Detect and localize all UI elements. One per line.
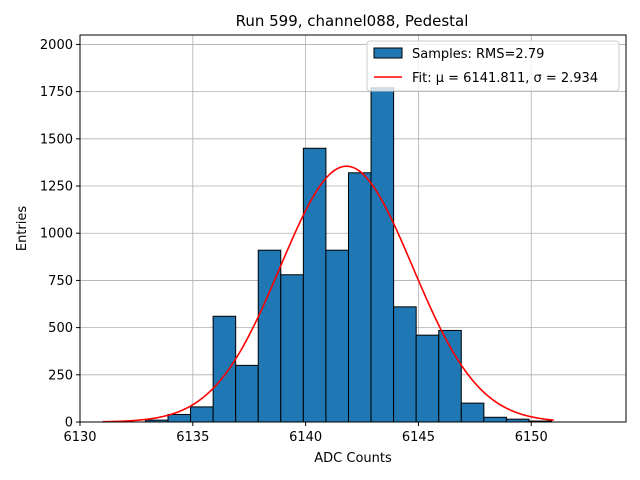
x-tick-label: 6140 xyxy=(289,430,322,445)
histogram-bar xyxy=(483,416,507,423)
histogram-bar xyxy=(438,329,462,423)
x-tick-label: 6135 xyxy=(176,430,209,445)
histogram-bar xyxy=(190,406,214,423)
y-tick-label: 500 xyxy=(48,321,73,336)
y-axis-label: Entries xyxy=(15,206,30,252)
y-tick-label: 1500 xyxy=(40,132,73,147)
chart-title: Run 599, channel088, Pedestal xyxy=(236,12,469,30)
fit-curve xyxy=(102,165,554,423)
histogram-bar xyxy=(235,364,259,423)
y-tick-label: 0 xyxy=(65,416,73,431)
y-tick-label: 1000 xyxy=(40,227,73,242)
y-tick-label: 750 xyxy=(48,274,73,289)
legend-histogram-label: Samples: RMS=2.79 xyxy=(412,47,544,62)
histogram-bar xyxy=(167,413,192,423)
histogram-bars xyxy=(144,87,553,423)
y-tick-label: 250 xyxy=(48,368,73,383)
legend-histogram-swatch xyxy=(373,47,403,59)
histogram-bar xyxy=(460,402,485,423)
y-axis-ticks: 0 250 500 750 1000 1250 1500 1750 2000 xyxy=(40,38,80,431)
axes-frame xyxy=(79,34,627,423)
x-tick-label: 6145 xyxy=(402,430,435,445)
y-tick-label: 1250 xyxy=(40,180,73,195)
y-tick-label: 1750 xyxy=(40,85,73,100)
histogram-bar xyxy=(212,315,237,423)
legend-box xyxy=(366,40,620,92)
y-tick-label: 2000 xyxy=(40,38,73,53)
x-axis-label: ADC Counts xyxy=(314,451,392,466)
histogram-bar xyxy=(347,172,372,423)
histogram-bar xyxy=(302,147,327,423)
x-axis-ticks: 6130 6135 6140 6145 6150 xyxy=(63,422,548,445)
histogram-bar xyxy=(257,249,282,423)
legend: Samples: RMS=2.79 Fit: μ = 6141.811, σ =… xyxy=(366,40,620,92)
x-tick-label: 6130 xyxy=(63,430,96,445)
histogram-bar xyxy=(415,334,440,423)
legend-fit-label: Fit: μ = 6141.811, σ = 2.934 xyxy=(412,71,598,86)
histogram-bar xyxy=(325,249,349,423)
histogram-bar xyxy=(370,87,395,423)
histogram-bar xyxy=(280,274,304,423)
histogram-bar xyxy=(393,306,417,423)
x-tick-label: 6150 xyxy=(515,430,548,445)
